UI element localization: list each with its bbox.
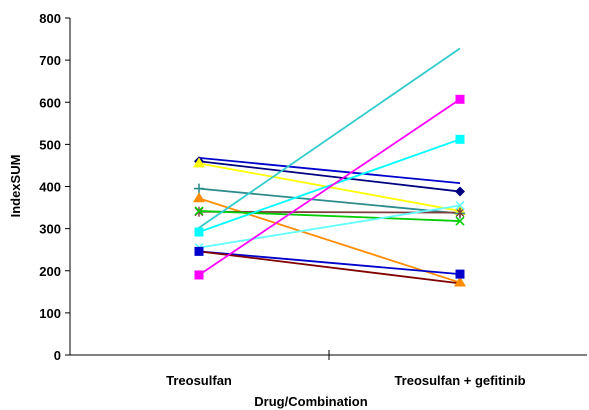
y-tick-label: 0 [54,348,61,363]
series-line [198,47,461,229]
series-line [198,250,461,285]
y-tick-label: 500 [39,137,61,152]
data-point-marker [194,206,204,216]
data-point-marker [455,269,465,279]
y-tick-label: 300 [39,222,61,237]
data-point-marker [455,200,465,211]
series-markers [193,94,466,287]
y-tick-label: 600 [39,95,61,110]
y-axis-ticks: 0 100 200 300 400 500 600 700 800 [39,11,70,363]
series-line [198,98,461,276]
series-line [198,156,461,185]
data-point-marker [455,186,465,197]
series-lines [198,47,461,285]
y-tick-label: 400 [39,180,61,195]
y-tick-label: 100 [39,306,61,321]
data-point-marker [455,207,465,218]
data-point-marker [193,157,205,168]
data-point-marker [193,192,205,203]
series-line [198,138,461,233]
series-line [198,210,461,222]
data-point-marker [454,276,466,287]
data-point-marker [194,246,204,256]
data-point-marker [455,134,465,144]
y-tick-label: 700 [39,53,61,68]
data-point-marker [194,270,204,280]
y-tick-label: 800 [39,11,61,26]
x-category-label: Treosulfan + gefitinib [394,373,525,388]
data-point-marker [194,183,204,194]
y-axis-title: IndexSUM [8,155,23,218]
series-line [198,250,461,276]
data-point-marker [194,227,204,237]
x-axis-ticks: Treosulfan Treosulfan + gefitinib [166,350,526,388]
y-tick-label: 200 [39,264,61,279]
series-line [198,187,461,215]
series-line [198,204,461,249]
data-point-marker [455,94,465,104]
series-line [198,160,461,193]
x-axis-title: Drug/Combination [254,394,367,409]
x-category-label: Treosulfan [166,373,232,388]
data-point-marker [455,216,465,226]
